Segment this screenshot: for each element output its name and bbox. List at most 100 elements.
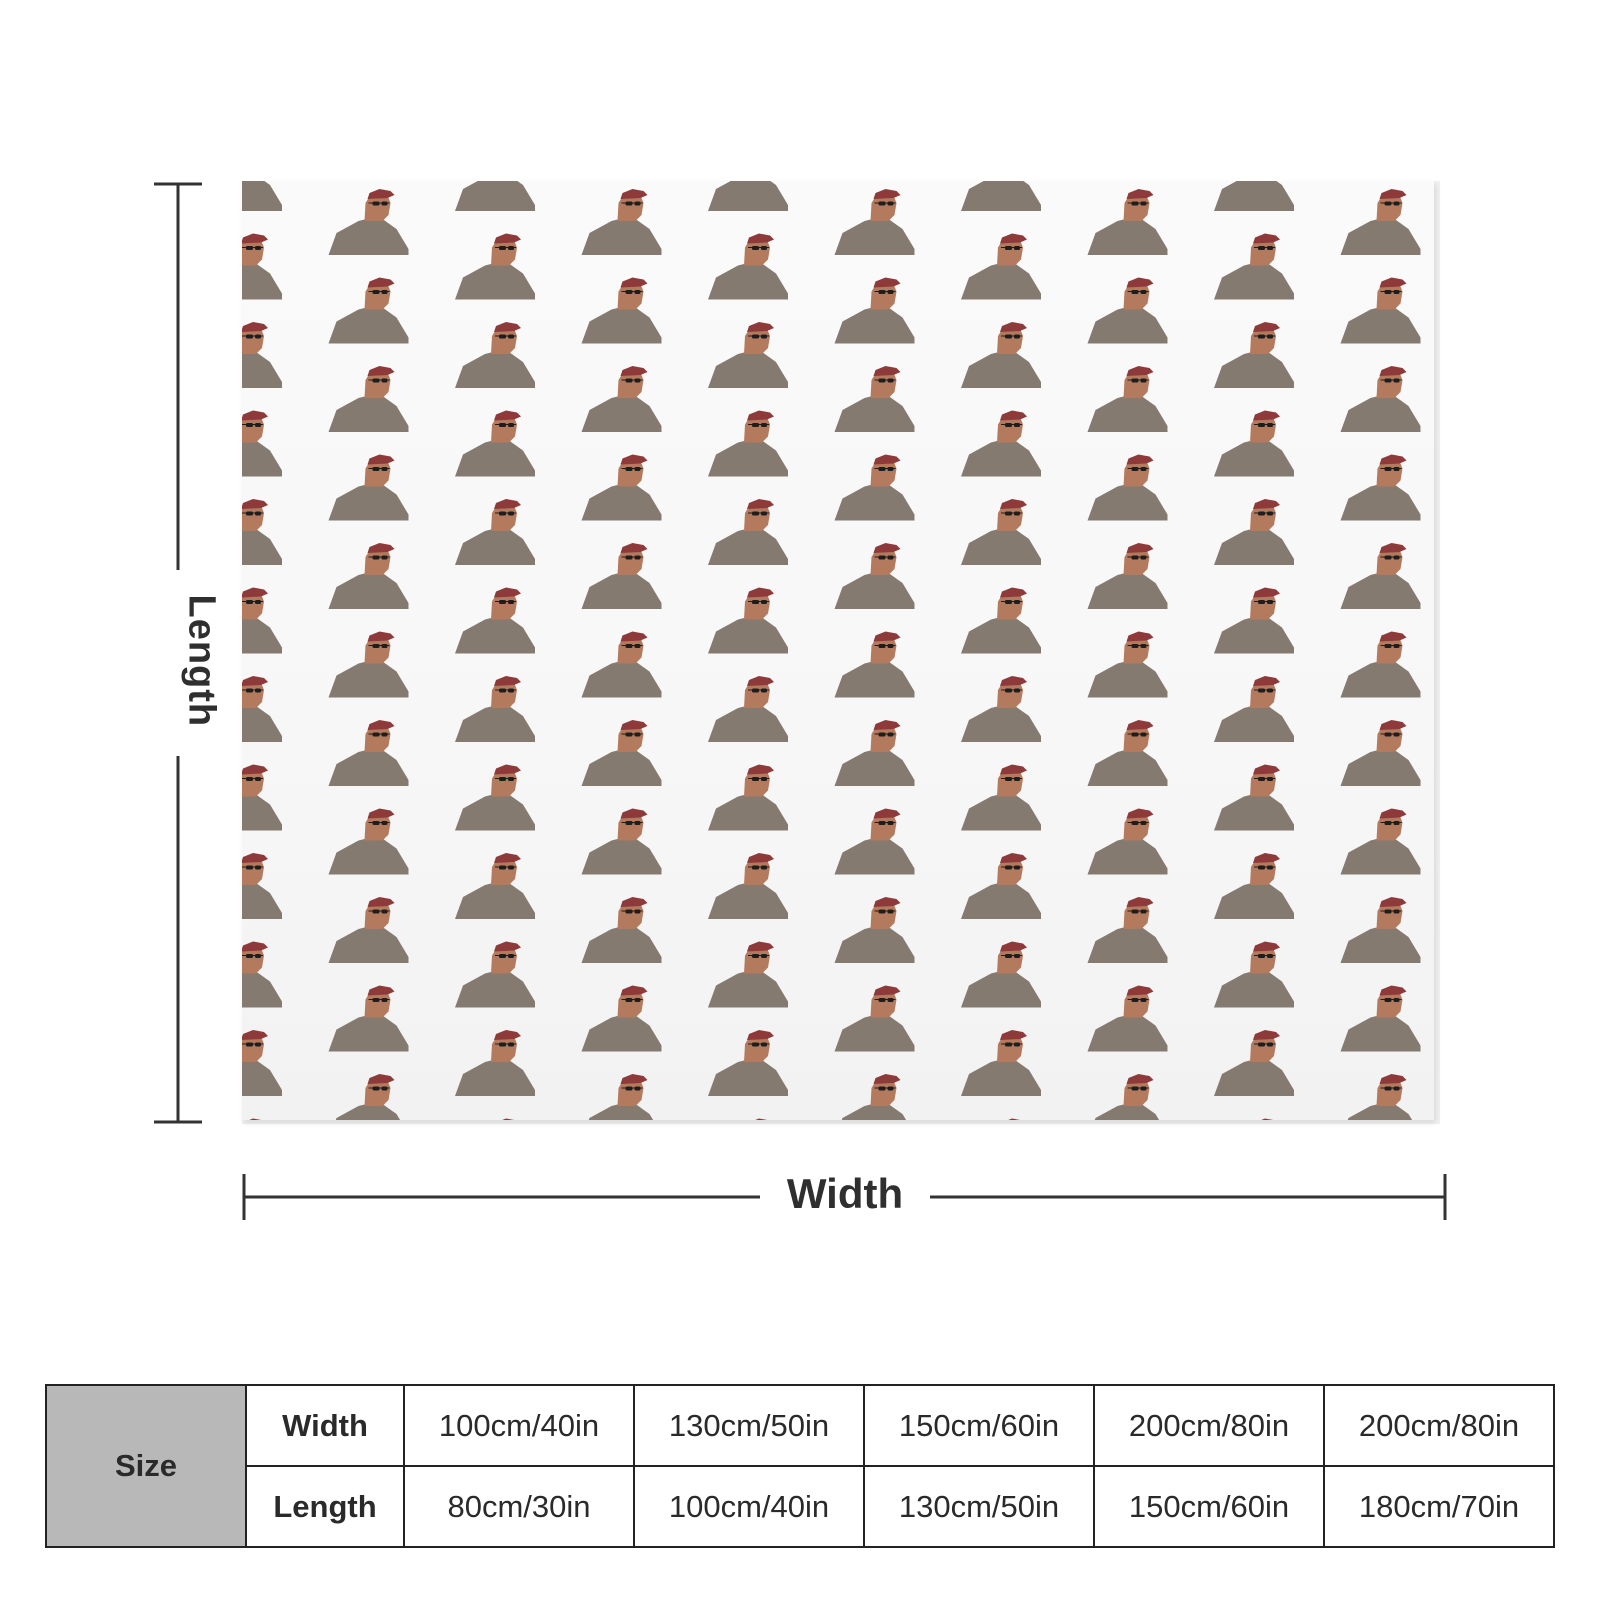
- pattern-motif: [581, 366, 662, 432]
- pattern-motif: [581, 454, 662, 521]
- pattern-motif: [335, 1074, 401, 1120]
- pattern-motif: [581, 720, 662, 786]
- pattern-motif: [455, 853, 535, 919]
- pattern-motif: [1340, 897, 1421, 963]
- pattern-motif: [328, 366, 409, 432]
- length-value: 150cm/60in: [1093, 1465, 1325, 1548]
- pattern-motif: [1340, 808, 1421, 875]
- pattern-motif: [708, 676, 788, 742]
- pattern-motif: [961, 764, 1041, 831]
- pattern-motif: [249, 1118, 262, 1120]
- pattern-motif: [708, 181, 788, 211]
- pattern-motif: [834, 366, 915, 432]
- pattern-motif: [328, 543, 409, 609]
- pattern-motif: [834, 277, 915, 344]
- pattern-motif: [1087, 808, 1168, 875]
- pattern-motif: [1214, 1030, 1294, 1096]
- pattern-motif: [961, 322, 1041, 388]
- pattern-motif: [708, 941, 788, 1008]
- pattern-motif: [1214, 410, 1294, 477]
- pattern-motif: [1214, 322, 1294, 388]
- width-value: 200cm/80in: [1323, 1384, 1555, 1467]
- pattern-motif: [755, 1118, 768, 1120]
- pattern-motif: [328, 277, 409, 344]
- pattern-motif: [834, 543, 915, 609]
- width-label: Width: [760, 1170, 930, 1218]
- pattern-motif: [1214, 587, 1294, 654]
- pattern-motif: [708, 499, 788, 565]
- pattern-motif: [1214, 941, 1294, 1008]
- pattern-motif: [455, 676, 535, 742]
- table-row: Size Width 100cm/40in 130cm/50in 150cm/6…: [45, 1384, 1555, 1548]
- pattern-motif: [961, 587, 1041, 654]
- pattern-motif: [834, 454, 915, 521]
- pattern-motif: [708, 1030, 788, 1096]
- pattern-motif: [834, 897, 915, 963]
- pattern-motif: [581, 543, 662, 609]
- pattern-motif: [961, 499, 1041, 565]
- pattern-motif: [328, 985, 409, 1052]
- pattern-motif: [455, 499, 535, 565]
- pattern-motif: [961, 1030, 1041, 1096]
- length-label: Length: [179, 594, 223, 728]
- pattern-motif: [1087, 720, 1168, 786]
- pattern-motif: [1340, 543, 1421, 609]
- pattern-motif: [242, 676, 282, 742]
- pattern-motif: [841, 1074, 907, 1120]
- pattern-motif: [502, 1118, 515, 1120]
- width-value: 100cm/40in: [403, 1384, 635, 1467]
- pattern-motif: [581, 631, 662, 698]
- pattern-motif: [1214, 764, 1294, 831]
- pattern-motif: [961, 941, 1041, 1008]
- pattern-motif: [581, 277, 662, 344]
- pattern-motif: [581, 897, 662, 963]
- pattern-motif: [1347, 1074, 1413, 1120]
- pattern-motif: [242, 587, 282, 654]
- pattern-motif: [1087, 985, 1168, 1052]
- pattern-motif: [455, 410, 535, 477]
- pattern-motif: [455, 181, 535, 211]
- pattern-motif: [708, 587, 788, 654]
- pattern-motif: [1214, 499, 1294, 565]
- pattern-motif: [1261, 1118, 1274, 1120]
- length-value: 80cm/30in: [403, 1465, 635, 1548]
- length-value: 100cm/40in: [633, 1465, 865, 1548]
- pattern-motif: [834, 808, 915, 875]
- pattern-motif: [328, 808, 409, 875]
- pattern-motif: [1087, 454, 1168, 521]
- pattern-motif: [242, 499, 282, 565]
- pattern-motif: [1087, 277, 1168, 344]
- size-header: Size: [45, 1384, 247, 1548]
- pattern-motif: [455, 322, 535, 388]
- pattern-motif: [242, 853, 282, 919]
- pattern-motif: [961, 676, 1041, 742]
- width-row-label: Width: [245, 1384, 405, 1467]
- size-table: Size Width 100cm/40in 130cm/50in 150cm/6…: [45, 1384, 1555, 1548]
- pattern-motif: [1340, 189, 1421, 255]
- pattern-motif: [1087, 631, 1168, 698]
- pattern-motif: [961, 233, 1041, 300]
- pattern-motif: [1214, 676, 1294, 742]
- width-value: 130cm/50in: [633, 1384, 865, 1467]
- pattern-motif: [708, 853, 788, 919]
- pattern-motif: [455, 764, 535, 831]
- pattern-motif: [328, 189, 409, 255]
- pattern-motif: [961, 853, 1041, 919]
- pattern-motif: [834, 631, 915, 698]
- blanket: [242, 181, 1434, 1120]
- pattern-motif: [708, 322, 788, 388]
- blanket-pattern: [242, 181, 1421, 1120]
- pattern-motif: [1214, 181, 1294, 211]
- pattern-motif: [455, 941, 535, 1008]
- pattern-motif: [242, 764, 282, 831]
- pattern-motif: [1008, 1118, 1021, 1120]
- pattern-motif: [455, 587, 535, 654]
- pattern-motif: [834, 189, 915, 255]
- pattern-motif: [328, 631, 409, 698]
- pattern-motif: [242, 1030, 282, 1096]
- width-dimension-line: [242, 1174, 1447, 1220]
- pattern-motif: [708, 233, 788, 300]
- pattern-motif: [961, 181, 1041, 211]
- pattern-motif: [242, 410, 282, 477]
